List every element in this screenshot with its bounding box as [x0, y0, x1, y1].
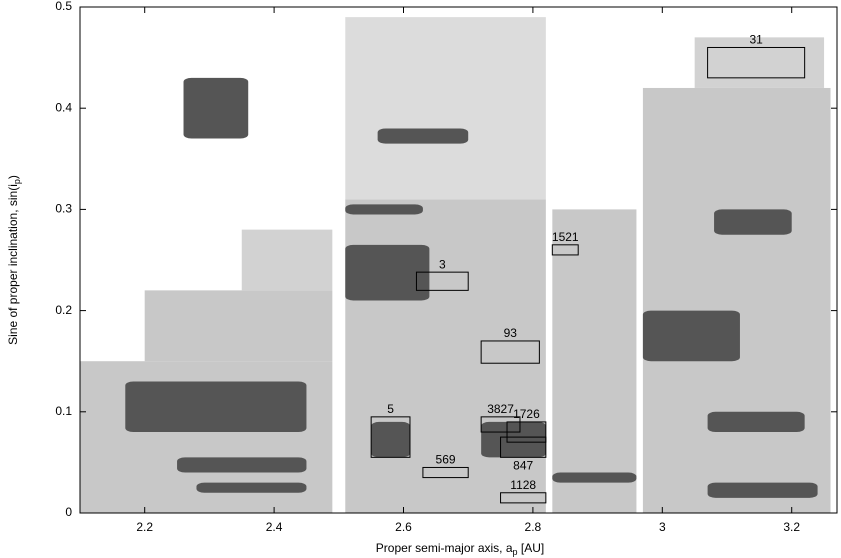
point-region	[345, 17, 546, 200]
x-tick-label: 2.4	[266, 520, 283, 534]
family-cluster	[552, 472, 637, 483]
x-tick-label: 2.8	[525, 520, 542, 534]
family-cluster	[707, 482, 818, 498]
family-cluster	[481, 421, 546, 458]
point-region	[694, 37, 825, 88]
family-cluster	[642, 310, 740, 362]
box-label: 93	[504, 326, 518, 340]
family-box	[551, 244, 579, 256]
x-tick-label: 2.6	[395, 520, 412, 534]
x-axis-label: Proper semi-major axis, ap [AU]	[376, 541, 544, 557]
box-label: 31	[749, 33, 763, 47]
family-box	[370, 416, 411, 458]
y-tick-label: 0.2	[55, 303, 72, 317]
box-label: 1521	[552, 230, 579, 244]
box-label: 1726	[513, 407, 540, 421]
x-label-after: [AU]	[518, 541, 545, 555]
y-label-after: )	[6, 175, 20, 179]
family-box	[480, 340, 540, 364]
family-cluster	[177, 457, 307, 473]
box-label: 3827	[487, 402, 514, 416]
y-tick-label: 0.5	[55, 0, 72, 13]
family-cluster	[714, 209, 792, 235]
family-box	[506, 421, 547, 443]
box-label: 569	[436, 453, 456, 467]
x-tick-label: 3.2	[783, 520, 800, 534]
point-region	[642, 87, 831, 514]
y-tick-label: 0.3	[55, 202, 72, 216]
family-box	[500, 492, 547, 504]
family-cluster	[183, 77, 249, 139]
y-axis-label: Sine of proper inclination, sin(ip)	[6, 175, 22, 345]
family-box	[500, 436, 547, 458]
family-cluster	[707, 411, 805, 433]
family-cluster	[196, 482, 307, 493]
y-tick-label: 0	[65, 505, 72, 519]
family-cluster	[345, 204, 423, 215]
box-label: 3	[439, 257, 446, 271]
plot-frame	[79, 6, 838, 514]
x-tick-label: 3	[659, 520, 666, 534]
x-label-text: Proper semi-major axis, a	[376, 541, 513, 555]
box-label: 847	[513, 459, 533, 473]
x-label-sub: p	[513, 547, 518, 557]
point-region	[144, 290, 333, 362]
box-label: 1128	[510, 478, 536, 492]
box-label: 5	[387, 402, 394, 416]
y-tick-label: 0.1	[55, 404, 72, 418]
family-cluster	[377, 128, 469, 144]
point-region	[241, 229, 333, 291]
family-box	[415, 271, 469, 291]
x-tick-label: 2.2	[136, 520, 153, 534]
family-box	[480, 416, 521, 433]
family-cluster	[345, 244, 430, 301]
family-box	[422, 466, 469, 479]
family-cluster	[125, 381, 307, 433]
y-label-text: Sine of proper inclination, sin(i	[6, 184, 20, 345]
point-region	[552, 209, 637, 513]
family-cluster	[371, 421, 410, 458]
y-tick-label: 0.4	[55, 100, 72, 114]
y-label-sub: p	[12, 179, 22, 184]
family-box	[707, 46, 806, 79]
